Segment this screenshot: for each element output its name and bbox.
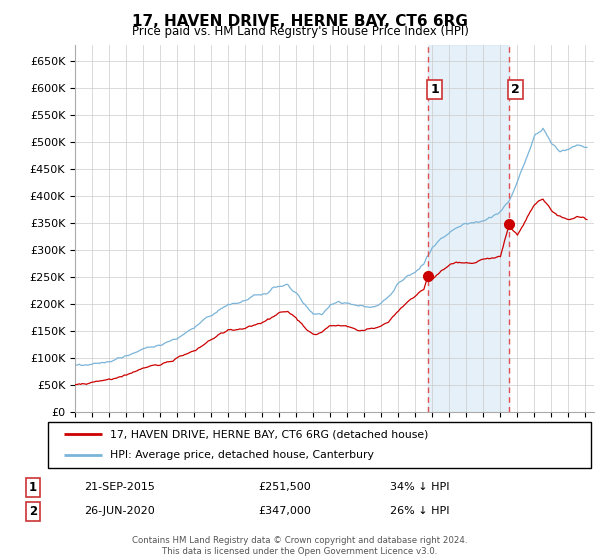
Text: 1: 1 <box>430 83 439 96</box>
FancyBboxPatch shape <box>48 422 591 468</box>
Bar <box>428 45 509 412</box>
Text: HPI: Average price, detached house, Canterbury: HPI: Average price, detached house, Cant… <box>110 450 374 460</box>
Text: £251,500: £251,500 <box>258 482 311 492</box>
Text: 21-SEP-2015: 21-SEP-2015 <box>84 482 155 492</box>
Text: 17, HAVEN DRIVE, HERNE BAY, CT6 6RG: 17, HAVEN DRIVE, HERNE BAY, CT6 6RG <box>132 14 468 29</box>
Text: £347,000: £347,000 <box>258 506 311 516</box>
Text: 1: 1 <box>29 480 37 494</box>
Text: 26-JUN-2020: 26-JUN-2020 <box>84 506 155 516</box>
Text: 17, HAVEN DRIVE, HERNE BAY, CT6 6RG (detached house): 17, HAVEN DRIVE, HERNE BAY, CT6 6RG (det… <box>110 429 429 439</box>
Text: Price paid vs. HM Land Registry's House Price Index (HPI): Price paid vs. HM Land Registry's House … <box>131 25 469 38</box>
Text: 34% ↓ HPI: 34% ↓ HPI <box>390 482 449 492</box>
Text: 2: 2 <box>29 505 37 518</box>
Text: Contains HM Land Registry data © Crown copyright and database right 2024.
This d: Contains HM Land Registry data © Crown c… <box>132 536 468 556</box>
Text: 26% ↓ HPI: 26% ↓ HPI <box>390 506 449 516</box>
Text: 2: 2 <box>511 83 520 96</box>
